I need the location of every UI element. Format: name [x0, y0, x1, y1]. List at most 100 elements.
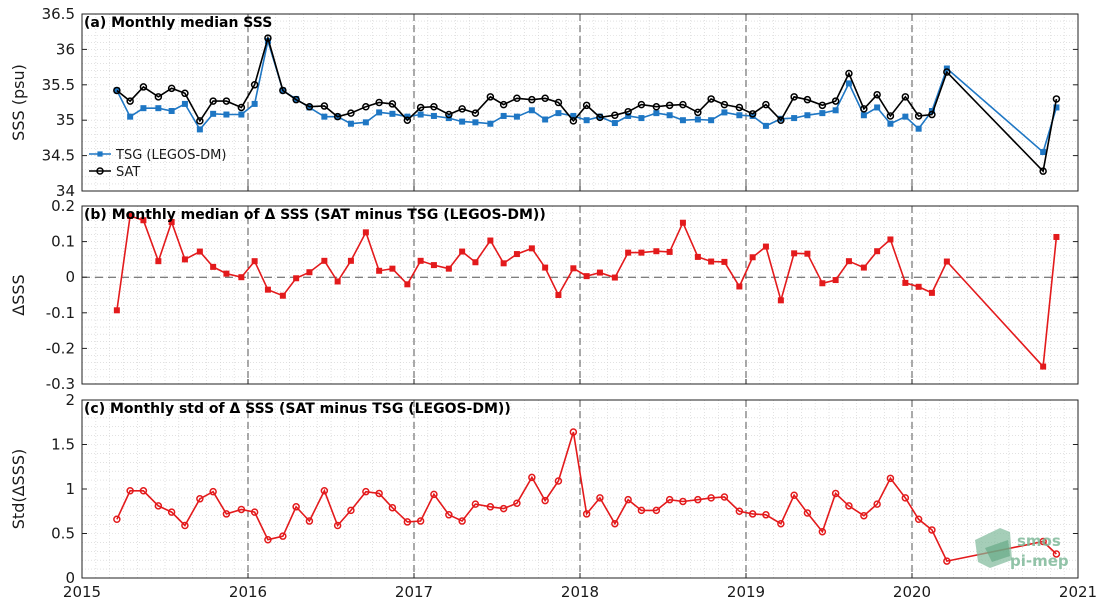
data-point	[542, 116, 549, 123]
data-point	[264, 286, 271, 293]
panel-title: (b) Monthly median of Δ SSS (SAT minus T…	[84, 207, 546, 223]
data-point	[569, 428, 578, 436]
data-point	[430, 102, 438, 111]
data-point	[1053, 233, 1060, 240]
data-point	[403, 518, 412, 526]
data-point	[777, 297, 784, 304]
y-tick-label: 34.5	[42, 147, 75, 165]
data-point	[707, 95, 715, 103]
data-point	[237, 103, 246, 112]
data-point	[471, 109, 480, 117]
data-point	[694, 116, 701, 123]
data-point	[721, 258, 728, 265]
data-point	[389, 110, 396, 117]
data-point	[321, 257, 328, 264]
data-point	[155, 258, 162, 265]
data-point	[943, 258, 950, 265]
legend-swatch-marker	[96, 167, 104, 175]
data-point	[251, 100, 258, 107]
data-point	[666, 112, 673, 119]
data-point	[362, 102, 370, 111]
data-point	[388, 100, 397, 108]
data-point	[167, 508, 176, 516]
data-point	[886, 474, 895, 483]
data-point	[762, 100, 770, 109]
data-point	[445, 511, 453, 519]
data-point	[652, 506, 661, 515]
data-point	[638, 249, 645, 256]
data-point	[832, 277, 839, 284]
data-point	[1040, 363, 1047, 370]
data-point	[487, 237, 494, 244]
data-point	[347, 120, 354, 127]
data-point	[679, 219, 686, 226]
data-point	[902, 279, 909, 286]
data-point	[874, 104, 881, 111]
y-tick-label: 1.5	[51, 436, 75, 454]
data-point	[611, 519, 619, 528]
data-point	[901, 93, 910, 101]
data-point	[777, 116, 785, 124]
data-point	[860, 264, 867, 271]
data-point	[305, 517, 314, 525]
panel-a-median-sss: 34 34.5 35 35.5 36 36.5 SSS (psu) (a) Monthly m…	[9, 5, 1079, 200]
data-point	[458, 517, 466, 525]
data-point	[139, 83, 148, 91]
data-point	[222, 510, 231, 518]
data-point	[735, 507, 744, 515]
data-point	[803, 95, 812, 104]
data-point	[943, 557, 951, 565]
data-point	[583, 117, 590, 124]
data-point	[902, 113, 909, 120]
legend: TSG (LEGOS-DM) SAT	[89, 148, 226, 180]
data-point	[555, 110, 562, 117]
data-point	[293, 275, 300, 282]
data-point	[196, 495, 204, 503]
data-point	[637, 506, 646, 515]
data-point	[347, 506, 355, 515]
data-point	[736, 112, 743, 119]
series-sat	[113, 34, 1061, 175]
data-point	[791, 250, 798, 257]
y-tick-label: -0.1	[46, 304, 75, 322]
data-point	[803, 509, 812, 517]
x-tick-label: 2020	[893, 583, 931, 601]
data-point	[196, 117, 204, 125]
data-point	[804, 250, 811, 257]
data-point	[735, 103, 744, 112]
data-point	[915, 125, 922, 132]
data-point	[914, 515, 923, 524]
data-point	[569, 117, 578, 125]
data-point	[694, 495, 702, 504]
y-tick-label: -0.2	[46, 339, 75, 357]
data-point	[347, 109, 355, 117]
data-point	[762, 243, 769, 250]
data-point	[762, 511, 770, 519]
data-point	[1053, 104, 1060, 111]
data-point	[720, 493, 729, 501]
data-point	[831, 489, 840, 498]
data-point	[570, 265, 577, 272]
data-point	[333, 521, 342, 530]
data-point	[196, 126, 203, 133]
data-point	[487, 120, 494, 127]
data-point	[625, 112, 632, 119]
data-point	[223, 111, 230, 118]
data-point	[1039, 167, 1047, 175]
data-point	[250, 508, 259, 516]
data-point	[707, 494, 715, 502]
data-point	[209, 97, 217, 105]
data-point	[749, 254, 756, 261]
data-point	[611, 111, 619, 119]
data-point	[528, 473, 536, 482]
data-point	[127, 113, 134, 120]
data-point	[582, 510, 591, 518]
data-point	[403, 116, 412, 124]
data-point	[305, 102, 314, 111]
data-point	[554, 98, 563, 107]
data-point	[126, 97, 134, 105]
data-point	[334, 278, 341, 285]
data-point	[155, 105, 162, 112]
data-point	[513, 94, 521, 103]
y-tick-label: 36.5	[42, 5, 75, 23]
